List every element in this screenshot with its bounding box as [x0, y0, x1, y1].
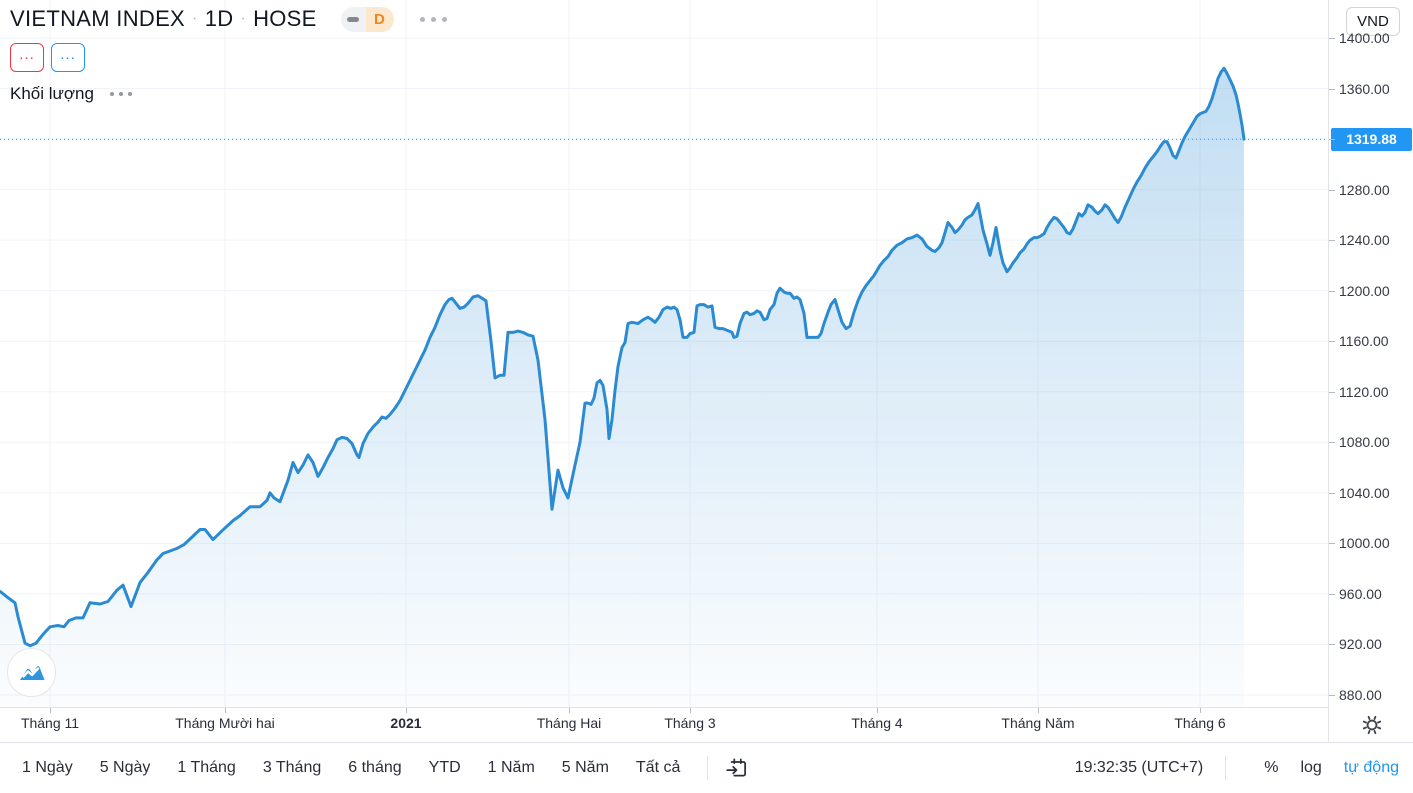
time-axis-label: Tháng 3 [664, 715, 716, 731]
currency-button[interactable]: VND [1346, 7, 1400, 36]
mountain-chart-icon [19, 665, 44, 680]
price-tick [1329, 341, 1335, 343]
last-price-badge: 1319.88 [1331, 127, 1412, 151]
log-scale-button[interactable]: log [1300, 759, 1322, 776]
time-tick [877, 708, 878, 713]
range-button[interactable]: YTD [428, 759, 461, 776]
price-tick [1329, 644, 1335, 646]
chart-legend: VIETNAM INDEX · 1D · HOSE D ... ... Khối… [10, 6, 447, 103]
price-axis-label: 1360.00 [1339, 80, 1390, 97]
auto-scale-button[interactable]: tự động [1343, 759, 1399, 776]
toolbar-divider [1225, 756, 1227, 780]
legend-menu-icon[interactable] [419, 16, 447, 22]
price-axis-label: 1200.00 [1339, 282, 1390, 299]
range-buttons: 1 Ngày 5 Ngày 1 Tháng 3 Tháng 6 tháng YTD 1 Nă… [22, 759, 707, 777]
exchange-label[interactable]: HOSE [253, 6, 317, 31]
time-tick [225, 708, 226, 713]
axis-settings-cell[interactable] [1329, 707, 1413, 742]
time-tick [1038, 708, 1039, 713]
price-axis-label: 1080.00 [1339, 434, 1390, 451]
interval-badge[interactable]: D [365, 6, 394, 32]
range-button[interactable]: 3 Tháng [262, 759, 322, 776]
time-axis-label: Tháng 11 [20, 715, 80, 731]
price-axis-label: 1280.00 [1339, 181, 1390, 198]
tradingview-logo[interactable] [7, 648, 56, 697]
gear-icon[interactable] [1359, 712, 1385, 738]
title-separator: · [240, 10, 247, 27]
time-tick [569, 708, 570, 713]
clock-label[interactable]: 19:32:35 (UTC+7) [1074, 759, 1204, 776]
price-tick [1329, 492, 1335, 494]
time-axis[interactable]: Tháng 11 Tháng Mười hai 2021 Tháng Hai Tháng… [0, 707, 1328, 743]
price-tick [1329, 38, 1335, 39]
calendar-arrow-icon [726, 758, 747, 777]
price-axis[interactable]: VND 1319.88 1400.00 1360.00 1280.00 1240.00… [1328, 0, 1413, 742]
go-to-date-button[interactable] [724, 755, 750, 781]
time-axis-label: Tháng Năm [1001, 715, 1075, 731]
price-axis-label: 880.00 [1339, 687, 1382, 703]
range-button[interactable]: 5 Ngày [99, 759, 151, 776]
time-tick [406, 708, 407, 713]
range-button[interactable]: 1 Năm [487, 759, 535, 776]
price-axis-label: 1040.00 [1339, 484, 1390, 501]
price-tick [1329, 543, 1335, 545]
bottom-toolbar: 1 Ngày 5 Ngày 1 Tháng 3 Tháng 6 tháng YTD 1 Nă… [0, 742, 1413, 793]
price-axis-label: 1000.00 [1339, 535, 1390, 552]
price-axis-label: 920.00 [1339, 636, 1382, 653]
time-tick [1200, 708, 1201, 713]
title-separator: · [192, 10, 198, 27]
range-button[interactable]: 6 tháng [348, 759, 402, 776]
time-tick [690, 708, 691, 713]
range-button[interactable]: 1 Ngày [22, 759, 73, 776]
study-blue-button[interactable]: ... [51, 43, 85, 72]
time-axis-label: 2021 [390, 715, 422, 731]
price-tick [1329, 88, 1335, 90]
price-tick [1329, 442, 1335, 444]
interval-toggle[interactable]: D [340, 6, 394, 32]
price-tick [1329, 391, 1335, 393]
time-axis-label: Tháng 6 [1174, 715, 1226, 731]
range-button[interactable]: 1 Tháng [177, 759, 236, 776]
range-button[interactable]: 5 Năm [561, 759, 609, 776]
interval-label[interactable]: 1D [204, 6, 234, 31]
time-tick [50, 708, 51, 713]
symbol-title[interactable]: VIETNAM INDEX [10, 6, 186, 31]
price-tick [1329, 189, 1335, 191]
time-axis-label: Tháng Hai [536, 715, 602, 731]
price-tick [1329, 139, 1335, 141]
price-tick [1329, 593, 1335, 595]
price-chart[interactable] [0, 0, 1328, 707]
minus-icon[interactable] [340, 6, 366, 32]
price-axis-label: 1240.00 [1339, 232, 1390, 249]
volume-study-label[interactable]: Khối lượng [10, 84, 94, 103]
time-axis-label: Tháng 4 [851, 715, 903, 731]
time-axis-label: Tháng Mười hai [175, 715, 275, 731]
volume-menu-icon[interactable] [109, 92, 132, 96]
study-red-button[interactable]: ... [10, 43, 44, 72]
price-axis-label: 1120.00 [1339, 383, 1389, 400]
price-tick [1329, 695, 1335, 696]
range-button[interactable]: Tất cả [635, 759, 681, 776]
percent-scale-button[interactable]: % [1264, 759, 1279, 776]
price-tick [1329, 240, 1335, 242]
toolbar-divider [707, 756, 709, 780]
price-tick [1329, 290, 1335, 292]
price-axis-label: 1160.00 [1339, 333, 1389, 350]
price-axis-label: 960.00 [1339, 585, 1382, 602]
price-axis-label: 1400.00 [1339, 30, 1390, 46]
